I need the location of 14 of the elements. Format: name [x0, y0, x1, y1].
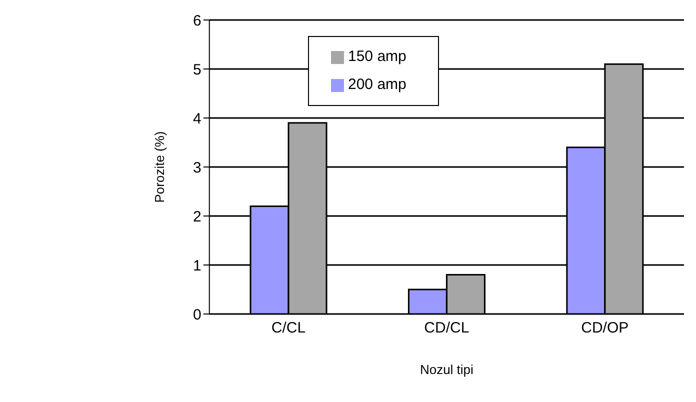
legend-label: 200 amp	[348, 76, 406, 93]
y-tick-label: 2	[193, 208, 202, 226]
x-tick-label: C/CL	[271, 320, 306, 337]
y-tick-label: 6	[193, 12, 202, 30]
legend-label: 150 amp	[348, 48, 406, 65]
y-tick-label: 5	[193, 61, 202, 78]
y-tick-label: 3	[193, 159, 202, 176]
y-axis-title: Porozite (%)	[152, 131, 167, 203]
y-tick-label: 0	[193, 306, 202, 324]
x-tick-label: CD/CL	[424, 320, 470, 337]
x-tick-label: CD/OP	[581, 320, 629, 337]
x-axis-title: Nozul tipi	[420, 362, 474, 377]
y-tick-label: 1	[193, 257, 202, 274]
y-tick-label: 4	[193, 110, 202, 128]
